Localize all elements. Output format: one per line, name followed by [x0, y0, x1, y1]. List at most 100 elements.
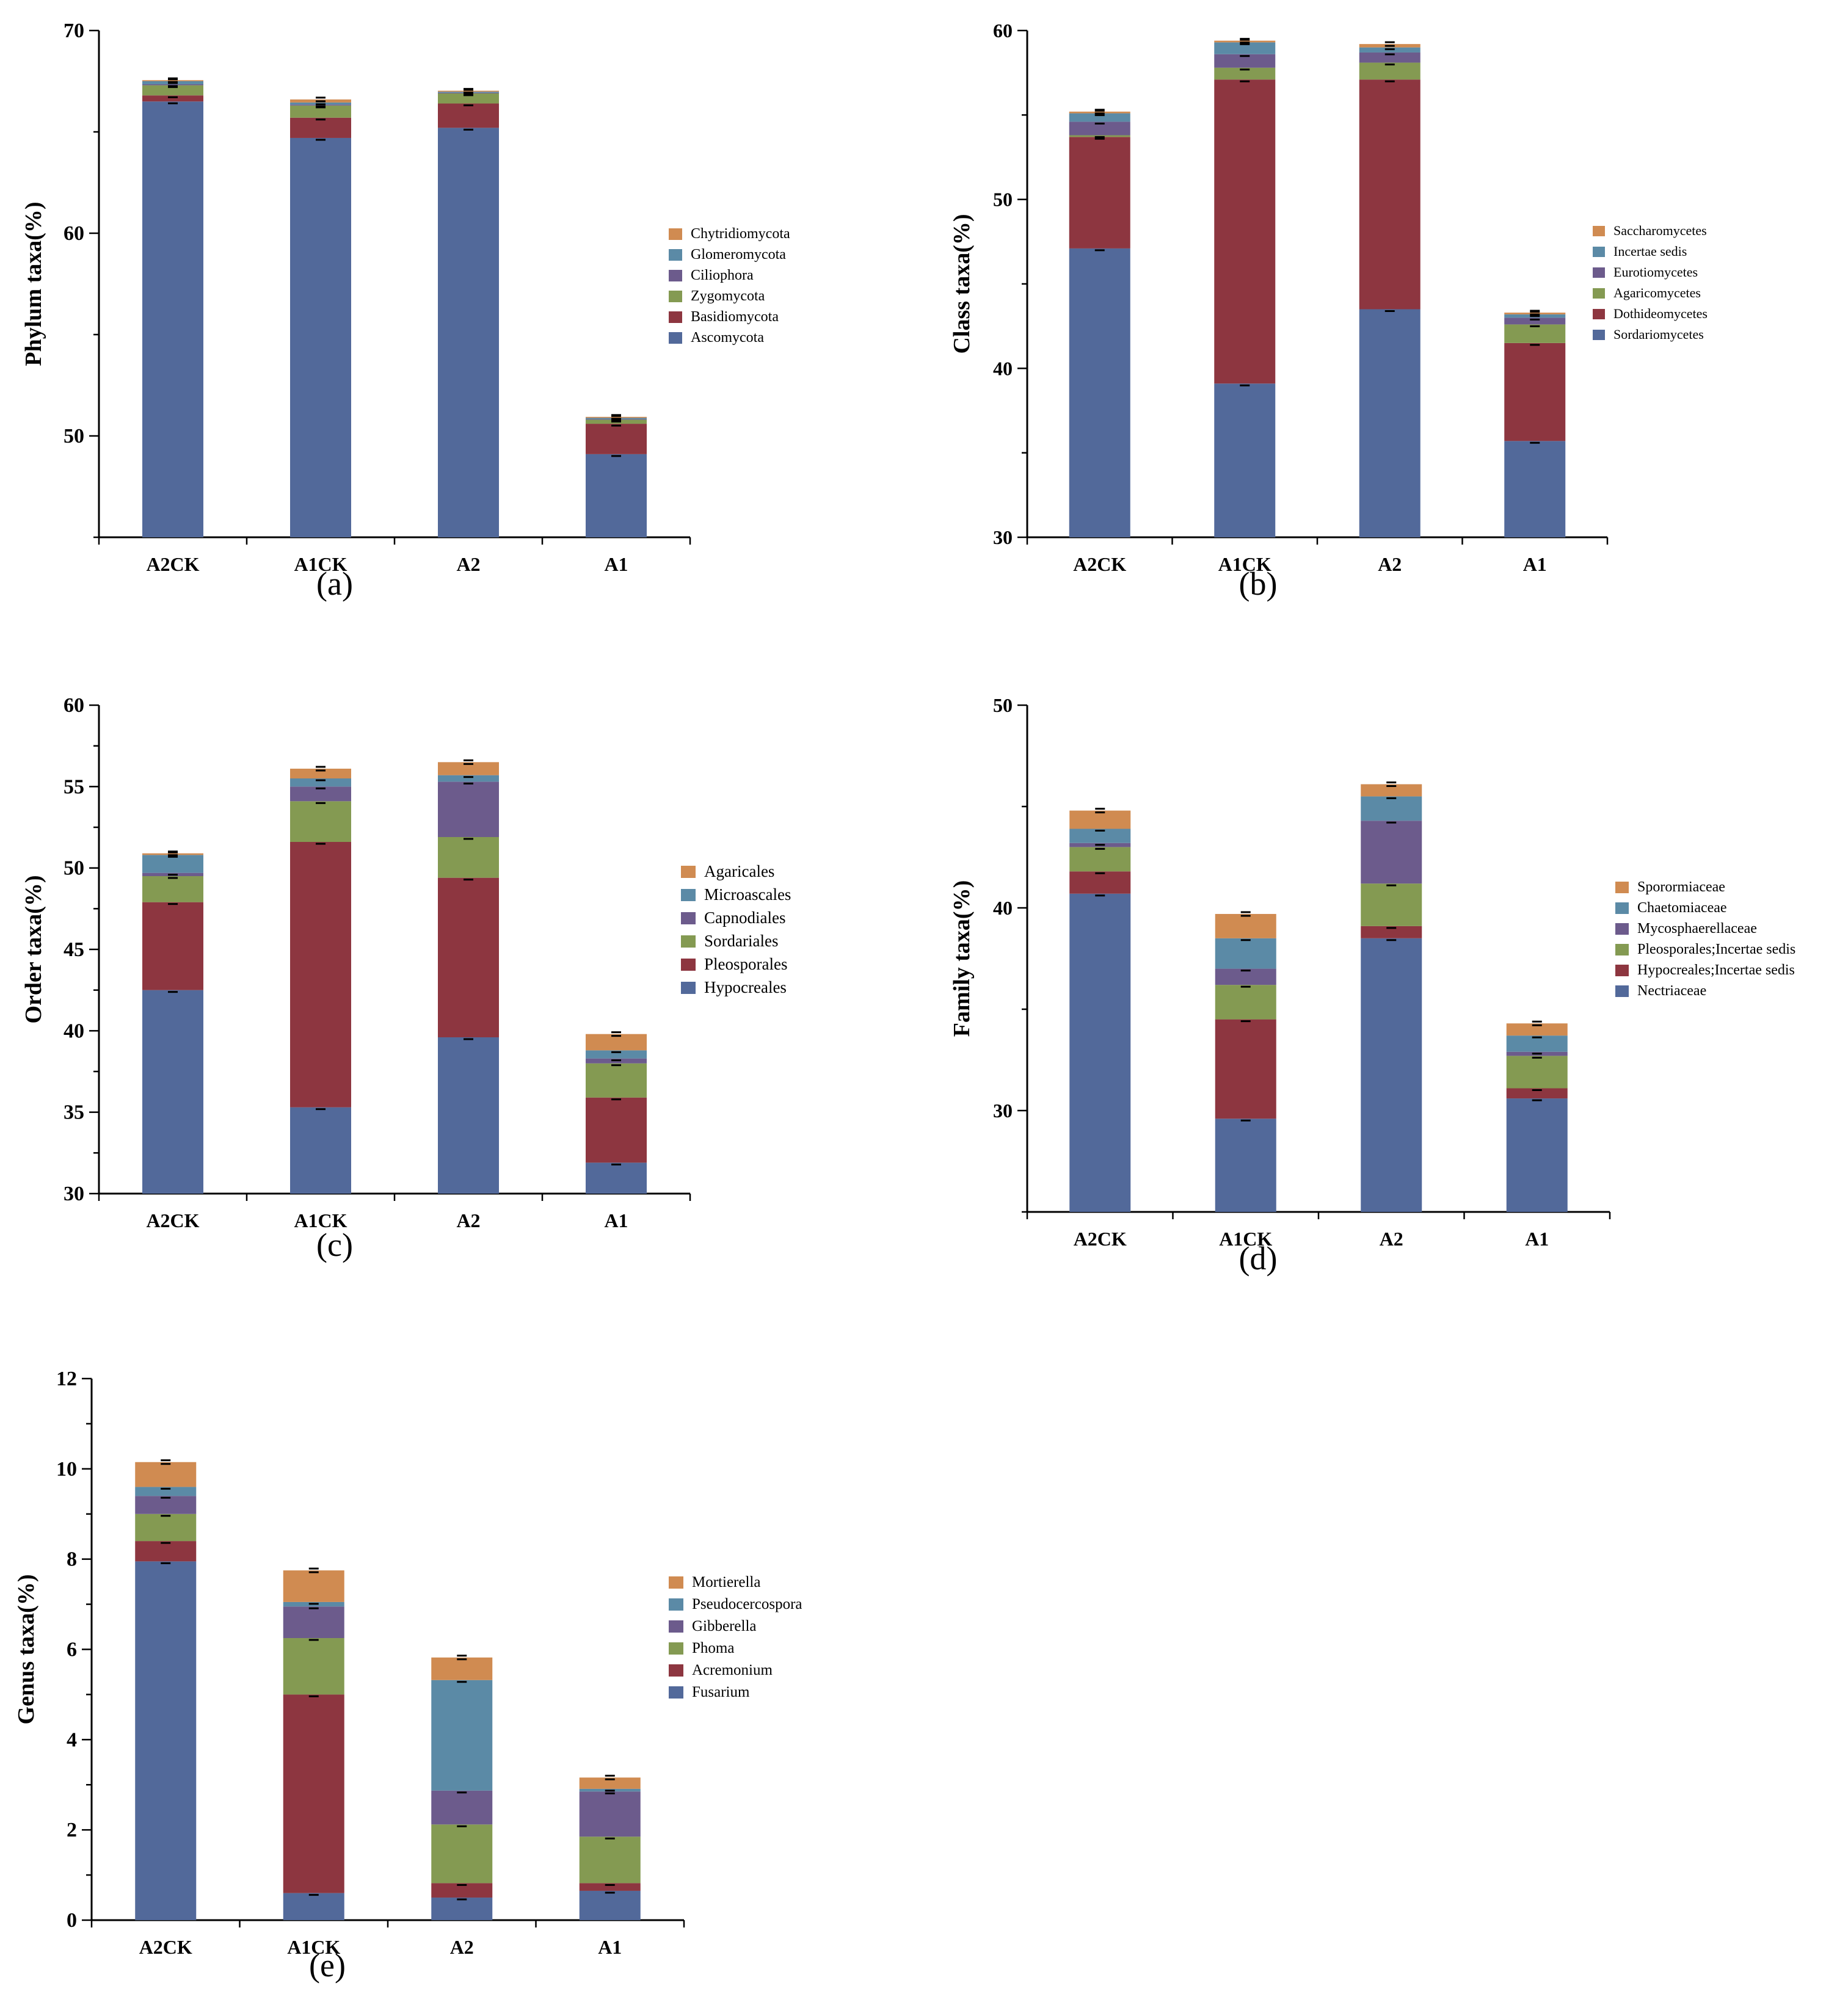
y-tick-label: 30: [64, 1183, 84, 1205]
bar-segment: [135, 1541, 197, 1562]
legend-swatch: [681, 935, 696, 948]
x-tick-label: A1: [1523, 553, 1547, 575]
bar-segment: [1214, 79, 1276, 384]
bar-segment: [1504, 343, 1566, 441]
bar-segment: [142, 101, 203, 537]
x-tick-label: A2CK: [146, 553, 199, 575]
legend-item: Phoma: [669, 1640, 734, 1657]
legend-swatch: [681, 958, 696, 971]
legend-label: Hypocreales: [704, 978, 787, 996]
bar-segment: [1215, 1019, 1276, 1119]
bar-segment: [1214, 54, 1276, 68]
legend-label: Fusarium: [692, 1684, 750, 1700]
legend-item: Ascomycota: [669, 330, 764, 346]
legend-label: Mortierella: [692, 1574, 761, 1590]
bar-segment: [1069, 137, 1130, 248]
bar-segment: [135, 1487, 197, 1496]
bar-segment: [586, 424, 647, 454]
panel-label-d: (d): [1239, 1240, 1278, 1277]
x-tick-label: A1: [598, 1936, 622, 1958]
x-tick-label: A2: [456, 553, 480, 575]
bar-segment: [579, 1890, 641, 1920]
bar-segment: [135, 1514, 197, 1542]
legend-label: Incertae sedis: [1613, 244, 1687, 259]
x-tick-label: A1CK: [294, 1209, 347, 1231]
bar-segment: [290, 137, 351, 537]
legend-label: Eurotiomycetes: [1613, 264, 1698, 280]
x-tick-label: A2CK: [1073, 553, 1126, 575]
bar-segment: [135, 1561, 197, 1920]
bar-segment: [142, 95, 203, 102]
y-tick-label: 2: [67, 1819, 77, 1841]
bar-segment: [579, 1777, 641, 1789]
bar-segment: [586, 1162, 647, 1194]
legend-label: Zygomycota: [691, 288, 765, 304]
legend-item: Chaetomiaceae: [1615, 900, 1727, 916]
legend-label: Basidiomycota: [691, 309, 779, 325]
legend-swatch: [681, 981, 696, 994]
chart-panel-e: 0 2 4 6 8 10 12 Genus taxa(%) A2CK A1CK A2 A1 Morti…: [0, 1343, 916, 2016]
y-tick-label: 6: [67, 1639, 77, 1661]
bar-segment: [1359, 62, 1420, 80]
y-axis-label: Genus taxa(%): [13, 1575, 39, 1725]
bar-segment: [1506, 1023, 1568, 1036]
legend-swatch: [1615, 965, 1629, 976]
legend-swatch: [669, 1576, 683, 1589]
bar-segment: [142, 902, 203, 990]
bar-segment: [431, 1898, 493, 1920]
legend-item: Pleosporales: [681, 955, 787, 974]
bar-segment: [431, 1657, 493, 1680]
y-tick-label: 55: [64, 775, 84, 798]
legend-swatch: [1593, 329, 1605, 340]
y-tick-label: 40: [993, 897, 1013, 919]
legend-label: Phoma: [692, 1640, 735, 1656]
bar-segment: [142, 876, 203, 902]
bar-segment: [1215, 938, 1276, 969]
y-tick-label: 60: [993, 20, 1013, 42]
legend-label: Agaricomycetes: [1613, 285, 1701, 300]
bar-segment: [1214, 42, 1276, 54]
bar-segment: [438, 1037, 499, 1194]
y-tick-label: 35: [64, 1101, 84, 1124]
panel-label-e: (e): [309, 1947, 346, 1984]
legend-swatch: [681, 888, 696, 901]
bar-segment: [586, 454, 647, 537]
legend-label: Ascomycota: [691, 330, 764, 346]
bar-segment: [586, 416, 647, 418]
bar-segment: [1361, 938, 1422, 1212]
legend-label: Chytridiomycota: [691, 226, 790, 242]
legend-item: Ciliophora: [669, 267, 754, 284]
legend-label: Gibberella: [692, 1618, 757, 1634]
legend-item: Dothideomycetes: [1593, 306, 1708, 322]
bar-segment: [438, 103, 499, 128]
legend-label: Mycosphaerellaceae: [1637, 921, 1757, 937]
bar-segment: [438, 775, 499, 782]
y-tick-label: 60: [64, 222, 84, 245]
y-tick-label: 40: [993, 357, 1013, 379]
bar-segment: [579, 1883, 641, 1891]
bar-segment: [586, 1063, 647, 1098]
bar-segment: [1069, 810, 1131, 829]
x-tick-label: A2: [1380, 1228, 1403, 1250]
x-tick-label: A1: [604, 553, 628, 575]
y-tick-label: 40: [64, 1020, 84, 1042]
legend-swatch: [669, 291, 682, 302]
y-tick-label: 30: [993, 526, 1013, 548]
legend-item: Agaricales: [681, 862, 774, 881]
legend-item: Hypocreales;Incertae sedis: [1615, 962, 1795, 979]
legend-swatch: [1615, 985, 1629, 997]
legend-label: Dothideomycetes: [1613, 306, 1708, 321]
chart-svg-a: 50 60 70 Phylum taxa(%) A2CK A1CK A2 A1: [21, 20, 691, 575]
legend-item: Pleosporales;Incertae sedis: [1615, 941, 1795, 958]
bar-segment: [438, 93, 499, 104]
bar-segment: [283, 1694, 344, 1893]
y-tick-label: 0: [67, 1909, 77, 1932]
x-tick-label: A2CK: [1074, 1228, 1127, 1250]
x-tick-label: A2: [450, 1936, 474, 1958]
legend-item: Basidiomycota: [669, 309, 779, 325]
y-tick-label: 70: [64, 20, 84, 42]
legend-swatch: [1593, 225, 1605, 236]
bar-segment: [1069, 135, 1130, 137]
y-axis-label: Class taxa(%): [949, 214, 975, 354]
chart-svg-c: 30 35 40 45 50 55 60 Order taxa(%) A2CK A1CK A2 A1: [21, 694, 691, 1231]
